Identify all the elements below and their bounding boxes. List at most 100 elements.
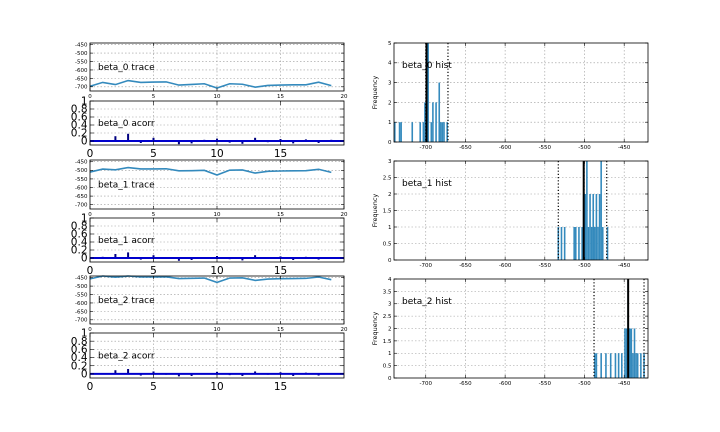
y-tick-label: 0.5 — [383, 241, 392, 247]
y-tick-label: 0 — [81, 136, 88, 148]
hist-bar — [419, 122, 421, 142]
y-tick-label: 1.5 — [383, 339, 392, 345]
hist-bar — [400, 122, 402, 142]
y-tick-label: -600 — [75, 68, 88, 74]
y-tick-label: 1 — [81, 213, 88, 225]
hist-bar — [633, 328, 636, 378]
y-axis-label: Frequency — [371, 312, 379, 346]
x-tick-label: 5 — [150, 265, 157, 277]
y-tick-label: 0.2 — [71, 128, 88, 140]
hist-bar — [446, 122, 448, 142]
y-tick-label: -600 — [75, 301, 88, 307]
y-tick-label: -700 — [75, 318, 88, 324]
x-tick-label: -600 — [499, 381, 512, 387]
y-tick-label: 0.8 — [71, 221, 88, 233]
hist-bar — [640, 353, 642, 378]
y-tick-label: 2 — [388, 192, 392, 198]
x-tick-label: 15 — [277, 94, 284, 100]
x-tick-label: 5 — [150, 381, 157, 393]
y-tick-label: 0.2 — [71, 360, 88, 372]
panel-title: beta_0 acorr — [98, 119, 155, 129]
x-tick-label: -500 — [578, 145, 591, 151]
acorr-bar — [216, 371, 218, 374]
x-tick-label: -450 — [618, 381, 631, 387]
hist-bar — [440, 122, 442, 142]
acorr-bar — [216, 138, 218, 141]
x-tick-label: 0 — [88, 212, 92, 218]
y-tick-label: 0.4 — [71, 352, 88, 364]
panel-title: beta_0 trace — [98, 63, 155, 73]
panel-beta-0-trace: 0 5 10 15 20 -450 -500 -550 -600 -650 -700 beta_0 t… — [75, 42, 348, 100]
hist-bar — [614, 353, 617, 378]
hist-bar — [394, 122, 396, 142]
hist-bar — [595, 353, 598, 378]
x-tick-label: 10 — [214, 94, 221, 100]
hist-bar — [560, 227, 563, 260]
y-tick-label: 1 — [388, 351, 392, 357]
y-tick-label: 0 — [81, 253, 88, 265]
y-tick-label: 0.4 — [71, 120, 88, 132]
y-tick-label: -450 — [75, 43, 88, 49]
acorr-bar — [152, 255, 155, 258]
x-tick-label: 15 — [274, 381, 287, 393]
y-tick-label: 3.5 — [383, 289, 392, 295]
hist-bar — [441, 122, 444, 142]
hist-bar — [606, 227, 609, 260]
hist-bar — [422, 122, 425, 142]
acorr-bar — [292, 373, 295, 376]
trace-line — [89, 79, 332, 89]
x-tick-label: -700 — [420, 381, 433, 387]
hist-bar — [557, 227, 560, 260]
y-tick-label: -650 — [75, 76, 88, 82]
acorr-bar — [177, 373, 180, 377]
y-tick-label: 1 — [81, 328, 88, 340]
x-tick-label: 10 — [210, 381, 223, 393]
acorr-bar — [190, 373, 193, 376]
y-axis-label: Frequency — [371, 194, 379, 228]
y-tick-label: -500 — [75, 51, 88, 57]
hist-bar — [581, 227, 583, 260]
y-tick-label: 0.6 — [71, 344, 88, 356]
panel-title: beta_1 hist — [402, 179, 452, 189]
y-tick-label: -550 — [75, 59, 88, 65]
y-tick-label: 2 — [388, 326, 392, 332]
hist-bar — [625, 328, 628, 378]
x-tick-label: -600 — [499, 263, 512, 269]
x-tick-label: 10 — [214, 327, 221, 333]
y-tick-label: 1 — [81, 96, 88, 108]
panel-title: beta_2 hist — [402, 297, 452, 307]
y-tick-label: 3 — [388, 81, 392, 87]
x-tick-label: 15 — [274, 265, 287, 277]
hist-bar — [427, 43, 429, 142]
x-tick-label: -500 — [578, 381, 591, 387]
panel-beta-2-hist: -700 -650 -600 -550 -500 -450 0 0.5 1 1.5 2 2.5 3 3.5… — [371, 277, 649, 387]
acorr-bar — [177, 258, 180, 261]
hist-bar — [601, 227, 604, 260]
x-tick-label: -650 — [459, 381, 472, 387]
panel-title: beta_1 trace — [98, 181, 155, 191]
y-tick-label: 0 — [81, 369, 88, 381]
acorr-bar — [190, 141, 193, 144]
y-tick-label: 2.5 — [383, 175, 392, 181]
acorr-bar — [292, 141, 295, 144]
hist-bar — [594, 227, 596, 260]
x-tick-label: 0 — [87, 265, 94, 277]
panel-beta-2-trace: 0 5 10 15 20 -450 -500 -550 -600 -650 -700 beta_2 t… — [75, 275, 348, 333]
hist-bar — [594, 353, 596, 378]
acorr-bar — [114, 370, 117, 374]
x-tick-label: -450 — [618, 263, 631, 269]
panel-title: beta_2 acorr — [98, 352, 155, 362]
hist-bar — [635, 353, 637, 378]
hist-bar — [632, 353, 634, 378]
y-tick-label: 0.8 — [71, 104, 88, 116]
hist-bar — [398, 122, 401, 142]
hist-bar — [630, 328, 633, 378]
y-tick-label: 5 — [388, 41, 392, 47]
y-tick-label: -700 — [75, 85, 88, 91]
panel-beta-1-trace: 0 5 10 15 20 -450 -500 -550 -600 -650 -700 beta_1 t… — [75, 159, 348, 218]
acorr-bar — [254, 137, 257, 141]
panel-beta-1-hist: -700 -650 -600 -550 -500 -450 0 0.5 1 1.5 2 2.5 3 bet… — [371, 159, 649, 269]
acorr-bar — [152, 371, 155, 374]
